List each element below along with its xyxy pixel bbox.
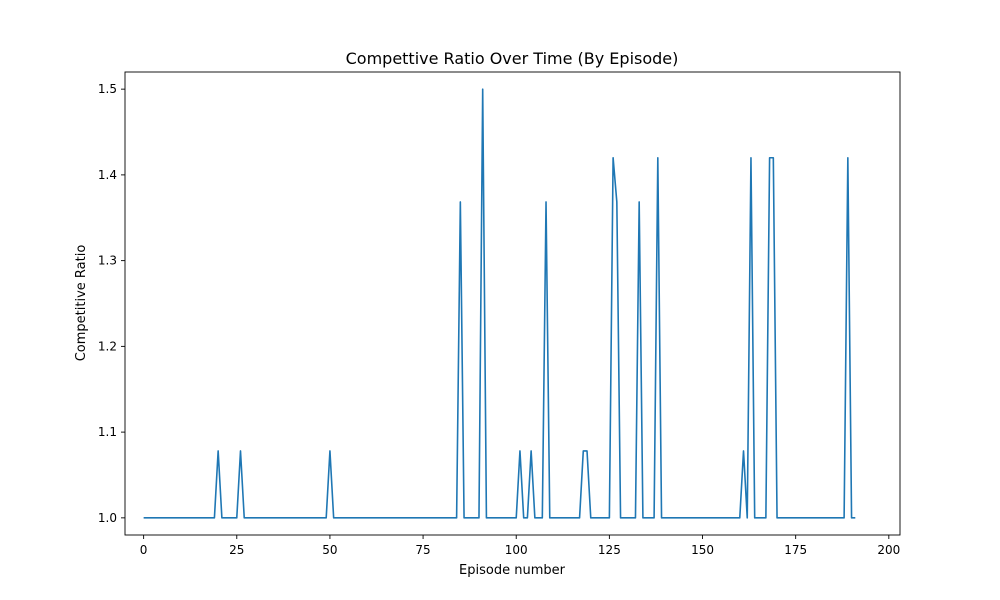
x-tick-label-150: 150: [691, 543, 714, 557]
series-line-0: [143, 88, 856, 519]
x-tick-label-25: 25: [229, 543, 244, 557]
y-tick-label-3: 1.3: [98, 254, 117, 268]
y-tick-label-2: 1.2: [98, 339, 117, 353]
x-tick-label-200: 200: [877, 543, 900, 557]
plot-area: 0 25 50 75 100 125 150 175 200 1.0 1.1 1.2 1.3 1.4 1.5: [98, 71, 901, 557]
x-tick-label-75: 75: [415, 543, 430, 557]
x-tick-label-125: 125: [598, 543, 621, 557]
y-tick-label-1: 1.1: [98, 425, 117, 439]
x-tick-label-0: 0: [140, 543, 148, 557]
x-axis-label: Episode number: [459, 563, 566, 578]
x-tick-label-175: 175: [784, 543, 807, 557]
x-tick-label-100: 100: [505, 543, 528, 557]
x-tick-label-50: 50: [322, 543, 337, 557]
y-tick-label-5: 1.5: [98, 82, 117, 96]
y-tick-label-4: 1.4: [98, 168, 117, 182]
axes-frame: [124, 71, 901, 536]
y-axis-label: Competitive Ratio: [74, 245, 89, 362]
y-tick-label-0: 1.0: [98, 511, 117, 525]
chart-title: Compettive Ratio Over Time (By Episode): [346, 49, 679, 68]
